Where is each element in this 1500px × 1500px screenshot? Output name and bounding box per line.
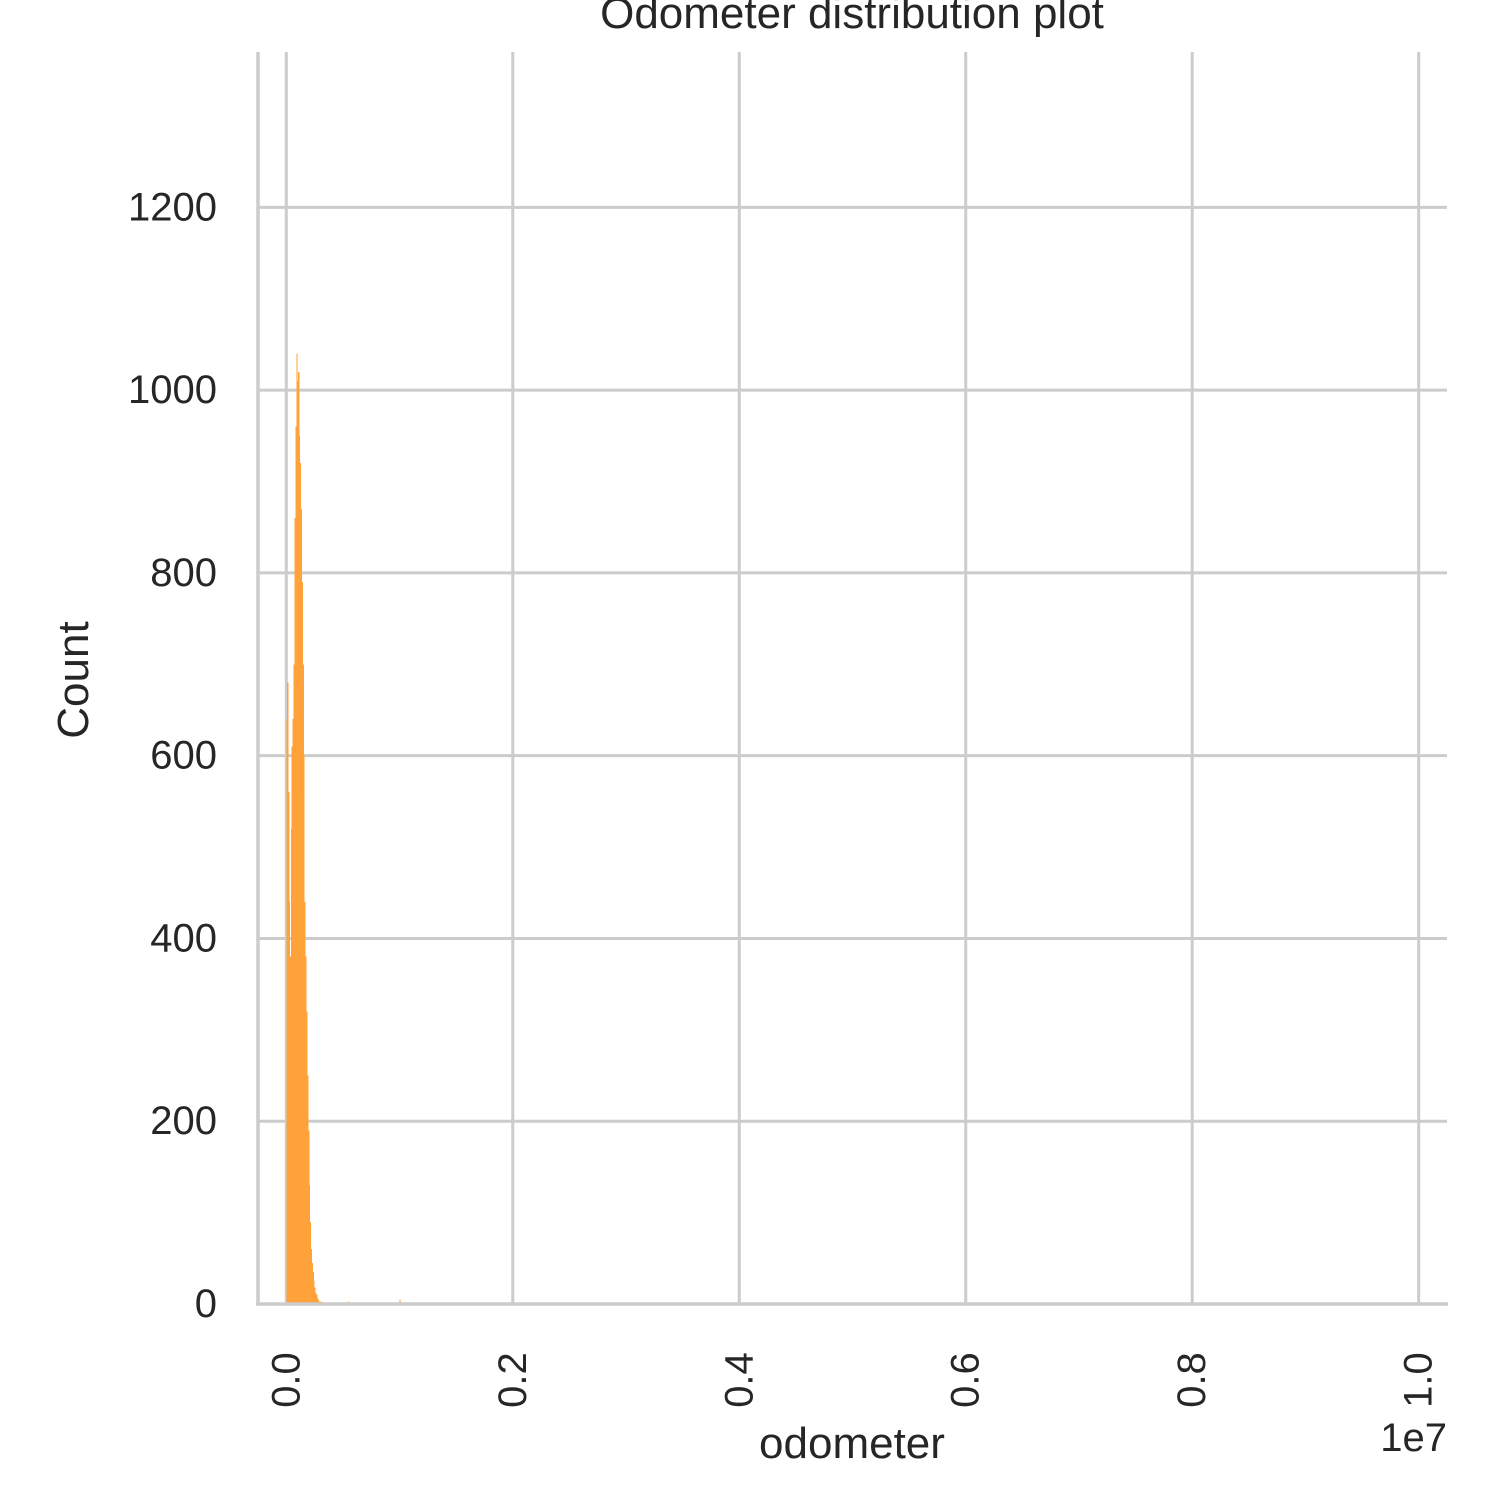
y-tick-label: 0 <box>195 1282 217 1326</box>
x-tick-label: 0.6 <box>944 1352 988 1408</box>
y-tick-label: 800 <box>150 551 217 595</box>
histogram-bar <box>296 353 298 1304</box>
histogram-bar <box>308 1130 310 1304</box>
y-gridlines <box>258 205 1447 1306</box>
histogram-bar <box>300 508 303 1304</box>
histogram-bar <box>312 1272 314 1304</box>
histogram-bar <box>310 1249 312 1304</box>
x-tick-label: 1.0 <box>1397 1352 1441 1408</box>
histogram-bar <box>307 1075 309 1304</box>
histogram-bar <box>317 1298 319 1304</box>
histogram-bar <box>306 1011 308 1304</box>
histogram-bar <box>399 1299 401 1304</box>
histogram-bar <box>311 1262 313 1304</box>
histogram-bar <box>288 792 290 1304</box>
x-tick-label: 0.2 <box>491 1352 535 1408</box>
histogram-bar <box>289 901 291 1304</box>
x-tick-label: 0.0 <box>264 1352 308 1408</box>
histogram-bar <box>315 1293 317 1304</box>
histogram-bar <box>301 582 303 1304</box>
histogram-bar <box>289 956 292 1304</box>
histogram-bar <box>313 1281 315 1304</box>
x-tick-label: 0.8 <box>1170 1352 1214 1408</box>
histogram-bar <box>299 463 302 1305</box>
histogram-bar <box>302 664 304 1304</box>
histogram-bars <box>286 353 413 1305</box>
y-tick-label: 1200 <box>128 185 217 229</box>
histogram-bar <box>305 956 307 1304</box>
x-axis-offset-text: 1e7 <box>1380 1416 1447 1460</box>
y-tick-label: 1000 <box>128 368 217 412</box>
x-gridlines <box>284 52 1421 1304</box>
histogram-bar <box>297 380 299 1305</box>
y-tick-label: 600 <box>150 734 217 778</box>
histogram-bar <box>294 518 296 1304</box>
histogram-bar <box>304 901 306 1304</box>
histogram-bar <box>287 682 289 1304</box>
histogram-bar <box>293 664 295 1304</box>
x-tick-labels: 0.0 0.2 0.4 0.6 0.8 1.0 <box>264 1352 1440 1408</box>
histogram-bar <box>303 755 305 1304</box>
histogram-bar <box>295 426 297 1304</box>
y-tick-label: 400 <box>150 916 217 960</box>
histogram-bar <box>316 1294 318 1304</box>
histogram-bar <box>308 1185 311 1304</box>
histogram-bar <box>292 719 294 1304</box>
x-tick-label: 0.4 <box>717 1352 761 1408</box>
histogram-bar <box>309 1221 312 1304</box>
y-tick-labels: 0 200 400 600 800 1000 1200 <box>128 185 217 1326</box>
histogram-bar <box>286 719 288 1304</box>
y-axis-label: Count <box>49 621 98 738</box>
histogram-bar <box>314 1287 316 1304</box>
x-axis-label: odometer <box>759 1419 945 1468</box>
histogram-bar <box>291 746 293 1304</box>
y-tick-label: 200 <box>150 1099 217 1143</box>
histogram-bar <box>298 371 300 1304</box>
histogram-bar <box>318 1300 320 1304</box>
histogram-bar <box>298 435 301 1304</box>
chart-title: Odometer distribution plot <box>600 0 1104 38</box>
histogram-bar <box>290 828 293 1304</box>
